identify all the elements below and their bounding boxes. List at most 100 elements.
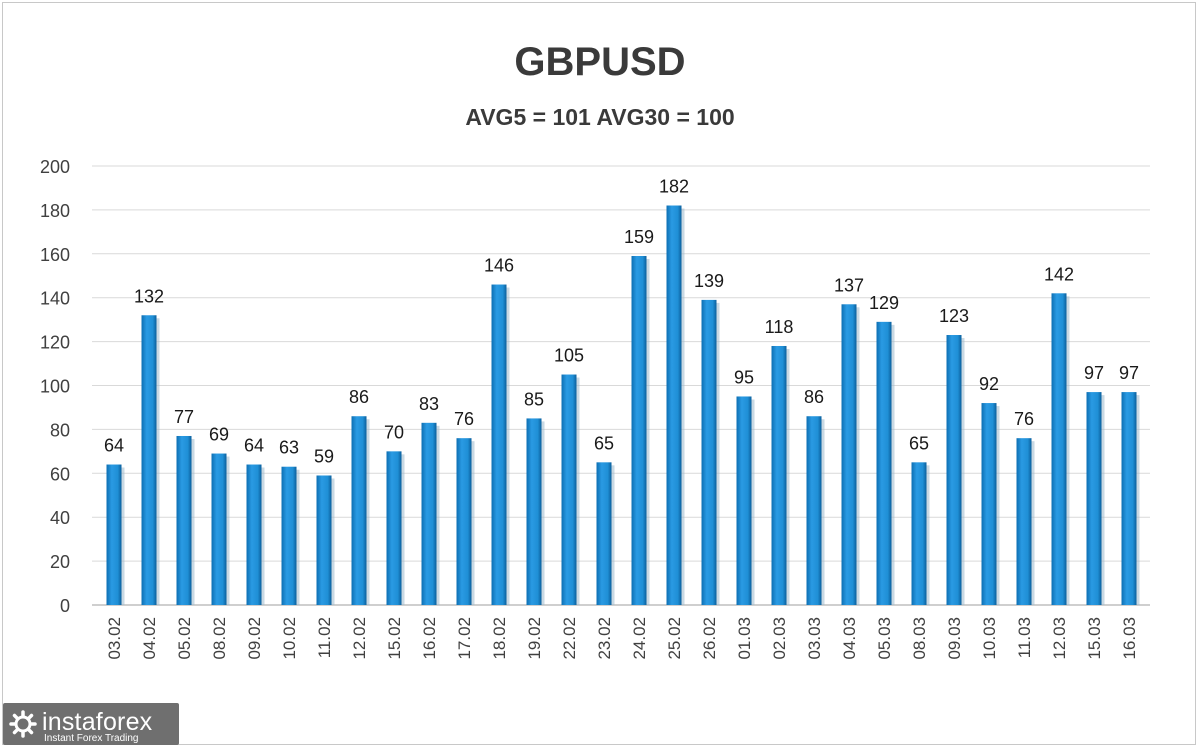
y-tick-label: 40 — [50, 508, 70, 528]
x-tick-label: 12.02 — [350, 617, 369, 660]
bar — [596, 462, 612, 605]
data-label: 95 — [734, 367, 754, 387]
bar — [631, 255, 647, 605]
y-tick-label: 0 — [60, 596, 70, 616]
bar — [771, 345, 787, 605]
x-tick-label: 17.02 — [455, 617, 474, 660]
y-tick-label: 20 — [50, 552, 70, 572]
x-tick-label: 04.03 — [840, 617, 859, 660]
x-tick-label: 22.02 — [560, 617, 579, 660]
bar — [351, 416, 367, 605]
data-label: 97 — [1119, 363, 1139, 383]
bar — [911, 462, 927, 605]
x-tick-label: 23.02 — [595, 617, 614, 660]
x-tick-label: 03.03 — [805, 617, 824, 660]
data-label: 63 — [279, 438, 299, 458]
bar — [421, 422, 437, 605]
x-tick-label: 24.02 — [630, 617, 649, 660]
x-tick-label: 03.02 — [105, 617, 124, 660]
data-label: 97 — [1084, 363, 1104, 383]
bar — [666, 205, 682, 605]
bar — [1051, 293, 1067, 605]
data-label: 182 — [659, 177, 689, 197]
instaforex-watermark: instaforex Instant Forex Trading — [3, 703, 179, 745]
y-tick-label: 160 — [40, 245, 70, 265]
x-tick-label: 16.02 — [420, 617, 439, 660]
watermark-name: instaforex — [42, 708, 153, 736]
instaforex-logo-icon — [9, 710, 37, 738]
y-tick-label: 100 — [40, 377, 70, 397]
bar — [841, 304, 857, 605]
data-label: 139 — [694, 271, 724, 291]
data-label: 64 — [104, 436, 124, 456]
bar — [806, 416, 822, 605]
data-label: 77 — [174, 407, 194, 427]
data-label: 146 — [484, 256, 514, 276]
x-tick-label: 10.02 — [280, 617, 299, 660]
bar — [281, 466, 297, 605]
data-label: 105 — [554, 346, 584, 366]
bar — [491, 284, 507, 605]
data-label: 137 — [834, 275, 864, 295]
data-label: 76 — [1014, 409, 1034, 429]
x-tick-label: 10.03 — [980, 617, 999, 660]
y-tick-label: 140 — [40, 289, 70, 309]
data-label: 118 — [765, 317, 794, 337]
y-tick-label: 80 — [50, 420, 70, 440]
x-tick-label: 02.03 — [770, 617, 789, 660]
data-label: 129 — [869, 293, 899, 313]
y-tick-label: 200 — [40, 157, 70, 177]
bar — [981, 403, 997, 605]
y-tick-label: 120 — [40, 333, 70, 353]
bar — [526, 418, 542, 605]
data-label: 86 — [804, 387, 824, 407]
x-tick-label: 09.02 — [245, 617, 264, 660]
bar — [141, 315, 157, 605]
data-label: 65 — [909, 433, 929, 453]
x-tick-label: 15.03 — [1085, 617, 1104, 660]
data-label: 65 — [594, 433, 614, 453]
x-tick-label: 19.02 — [525, 617, 544, 660]
data-label: 132 — [134, 286, 164, 306]
x-tick-label: 16.03 — [1120, 617, 1139, 660]
x-tick-label: 26.02 — [700, 617, 719, 660]
x-tick-label: 01.03 — [735, 617, 754, 660]
bar — [176, 435, 192, 605]
bar — [456, 438, 472, 605]
bar — [1016, 438, 1032, 605]
data-label: 86 — [349, 387, 369, 407]
bar — [386, 451, 402, 605]
x-tick-label: 25.02 — [665, 617, 684, 660]
x-tick-label: 18.02 — [490, 617, 509, 660]
x-tick-label: 11.03 — [1015, 617, 1034, 658]
x-tick-label: 05.03 — [875, 617, 894, 660]
x-tick-label: 09.03 — [945, 617, 964, 660]
data-label: 159 — [624, 227, 654, 247]
bar — [701, 299, 717, 605]
data-label: 83 — [419, 394, 439, 414]
bar — [316, 475, 332, 605]
x-tick-label: 12.03 — [1050, 617, 1069, 660]
x-tick-label: 15.02 — [385, 617, 404, 660]
data-label: 69 — [209, 425, 229, 445]
bar — [211, 453, 227, 605]
data-label: 85 — [524, 389, 544, 409]
bar — [1086, 392, 1102, 605]
bar — [106, 464, 122, 605]
x-tick-label: 04.02 — [140, 617, 159, 660]
data-label: 92 — [979, 374, 999, 394]
bar — [946, 335, 962, 605]
data-label: 59 — [314, 446, 334, 466]
bar — [876, 321, 892, 605]
data-label: 142 — [1044, 264, 1074, 284]
bar — [1121, 392, 1137, 605]
watermark-tagline: Instant Forex Trading — [44, 733, 139, 744]
bar — [736, 396, 752, 605]
x-tick-label: 08.02 — [210, 617, 229, 660]
data-label: 76 — [454, 409, 474, 429]
x-tick-label: 08.03 — [910, 617, 929, 660]
data-label: 70 — [384, 422, 404, 442]
data-label: 123 — [939, 306, 969, 326]
y-tick-label: 60 — [50, 464, 70, 484]
